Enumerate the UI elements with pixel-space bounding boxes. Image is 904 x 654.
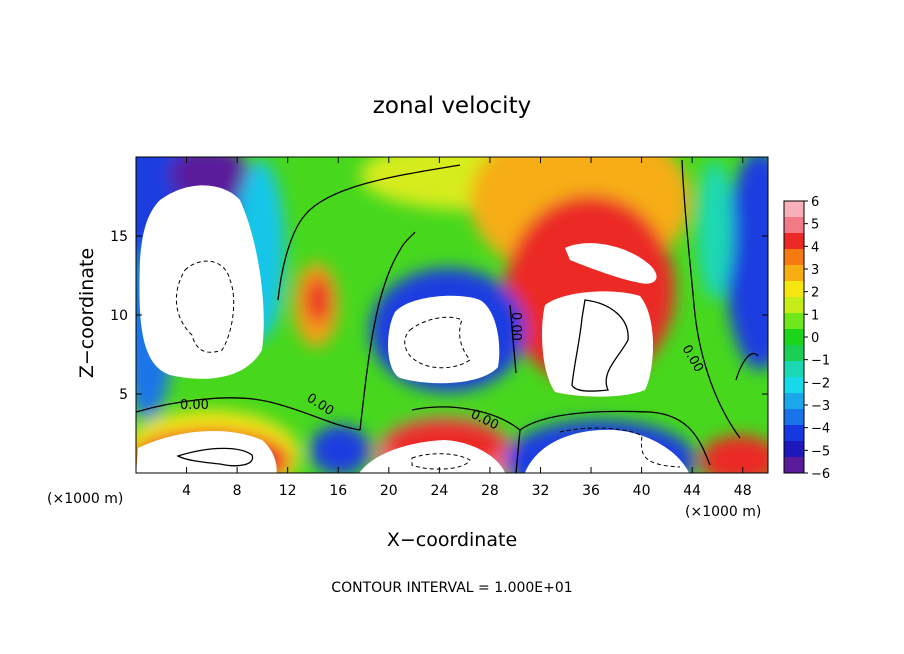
contour-neg-s <box>411 453 471 470</box>
white-cell-nw <box>139 185 264 379</box>
contour-zero-east <box>681 159 741 439</box>
colorbar: 6 5 4 3 2 1 0 −1 −2 −3 −4 −5 −6 <box>783 195 830 482</box>
y-axis-title: Z−coordinate <box>76 248 98 378</box>
contour-zero-lower-right <box>519 410 711 466</box>
colorbar-swatch <box>784 281 804 298</box>
colorbar-label: 6 <box>811 195 819 210</box>
x-tick-label: 48 <box>734 483 752 499</box>
contour-label-4: 0.00 <box>508 312 523 341</box>
colorbar-label: 1 <box>811 308 819 323</box>
colorbar-swatch <box>784 329 804 346</box>
y-tick-label: 15 <box>110 229 128 245</box>
colorbar-swatch <box>784 441 804 458</box>
colorbar-swatch <box>784 233 804 250</box>
x-tick-label: 12 <box>279 483 297 499</box>
colorbar-swatch <box>784 217 804 234</box>
colorbar-label: −4 <box>811 422 830 437</box>
colorbar-label: −1 <box>811 354 830 369</box>
colorbar-swatch <box>784 409 804 426</box>
contour-neg-nw <box>175 260 235 353</box>
contour-label-1: 0.00 <box>180 398 209 413</box>
z-unit-label: (×1000 m) <box>47 491 123 507</box>
colorbar-label: 3 <box>811 263 819 278</box>
colorbar-swatch <box>784 393 804 410</box>
zero-contours <box>136 159 759 473</box>
contour-zero-lower-mid <box>411 406 521 473</box>
x-tick-label: 44 <box>683 483 701 499</box>
y-tick-label: 5 <box>119 387 128 403</box>
x-axis: 4 8 12 16 20 24 28 32 36 40 44 48 <box>182 157 752 499</box>
white-cell-se <box>524 429 689 473</box>
contour-neg-center <box>404 316 471 369</box>
colorbar-label: −3 <box>811 399 830 414</box>
white-cell-ne <box>542 291 654 397</box>
x-tick-label: 40 <box>633 483 651 499</box>
field-blob-blue-e <box>725 157 768 370</box>
x-tick-label: 20 <box>380 483 398 499</box>
x-unit-label: (×1000 m) <box>685 504 761 520</box>
contour-interval-note: CONTOUR INTERVAL = 1.000E+01 <box>331 580 572 596</box>
colorbar-swatch <box>784 201 804 218</box>
field-blob-red-streak <box>306 276 330 324</box>
colorbar-swatch <box>784 361 804 378</box>
field-blob-blue-ssw <box>310 425 370 473</box>
colorbar-label: 5 <box>811 218 819 233</box>
negative-contours <box>175 260 681 470</box>
white-cell-sw <box>136 430 277 473</box>
plot-area: 0.00 0.00 0.00 0.00 0.00 <box>136 157 768 473</box>
contour-neg-se <box>559 427 681 468</box>
colorbar-label: 4 <box>811 240 819 255</box>
white-cell-s <box>359 440 506 473</box>
x-tick-label: 24 <box>430 483 448 499</box>
colorbar-label: 0 <box>811 331 819 346</box>
x-axis-title: X−coordinate <box>387 529 517 551</box>
colorbar-swatch <box>784 313 804 330</box>
colorbar-swatch <box>784 377 804 394</box>
x-tick-label: 36 <box>582 483 600 499</box>
contour-zero-center-right <box>509 304 517 374</box>
contour-zero-east-small <box>735 352 759 381</box>
colorbar-swatch <box>784 265 804 282</box>
x-tick-label: 8 <box>233 483 242 499</box>
white-cell-center <box>388 295 500 384</box>
x-tick-label: 4 <box>182 483 191 499</box>
contour-zero-upper <box>277 164 461 301</box>
white-cell-ne-streak <box>565 243 657 284</box>
colorbar-label: −2 <box>811 376 830 391</box>
colorbar-label: −5 <box>811 444 830 459</box>
x-tick-label: 16 <box>329 483 347 499</box>
colorbar-swatch <box>784 297 804 314</box>
x-tick-label: 28 <box>481 483 499 499</box>
colorbar-swatch <box>784 345 804 362</box>
colorbar-swatch <box>784 457 804 474</box>
contour-inner-sw <box>176 447 254 467</box>
y-axis: 5 10 15 <box>110 229 768 403</box>
contour-zero-mid <box>359 231 416 431</box>
field-blob-red-se <box>700 435 768 473</box>
colorbar-label: 2 <box>811 286 819 301</box>
chart-title: zonal velocity <box>373 93 531 119</box>
field-blob-teal-e <box>697 160 733 300</box>
colorbar-label: −6 <box>811 467 830 482</box>
x-tick-label: 32 <box>532 483 550 499</box>
contour-zero-lower-left <box>136 397 361 431</box>
colorbar-swatch <box>784 249 804 266</box>
y-tick-label: 10 <box>110 308 128 324</box>
colorbar-swatch <box>784 425 804 442</box>
contour-inner-ne <box>571 299 629 392</box>
